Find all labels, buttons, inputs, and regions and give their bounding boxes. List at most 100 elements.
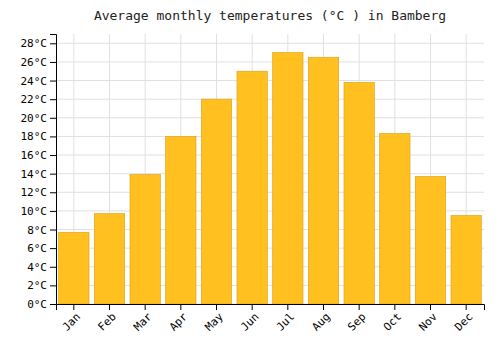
grid	[56, 34, 484, 304]
tick: 10°C	[21, 205, 57, 218]
tick: Mar	[131, 304, 155, 334]
y-axis: 0°C 2°C 4°C 6°C 8°C 10°C 12°C 14°C 16°C 18°C 20°C 2…	[21, 35, 57, 312]
chart: 0°C 2°C 4°C 6°C 8°C 10°C 12°C 14°C 16°C 18°C 20°C 2…	[0, 0, 500, 350]
tick-mark	[50, 192, 56, 193]
tick-label: 0°C	[27, 298, 47, 311]
tick-mark	[50, 43, 56, 44]
tick-label: 24°C	[21, 75, 48, 88]
tick-mark	[394, 304, 395, 310]
bar	[380, 134, 410, 304]
tick-label: Jan	[60, 310, 83, 333]
title: Average monthly temperatures (°C ) in Ba…	[94, 8, 446, 23]
bar	[94, 214, 124, 304]
tick-mark	[50, 248, 56, 249]
tick: 6°C	[27, 242, 56, 255]
bar	[130, 175, 160, 304]
tick: Apr	[167, 304, 191, 334]
tick-mark	[287, 304, 288, 310]
tick-mark	[50, 136, 56, 137]
tick-mark	[359, 304, 360, 310]
tick-mark	[50, 267, 56, 268]
bar	[344, 82, 374, 304]
axis-line	[50, 35, 57, 305]
tick: 26°C	[21, 56, 57, 69]
tick-label: Aug	[310, 310, 333, 333]
tick-label: 28°C	[21, 37, 48, 50]
tick-mark	[216, 304, 217, 310]
grid-line	[56, 117, 484, 118]
grid-line	[56, 43, 484, 44]
bar	[308, 57, 338, 304]
grid-line	[56, 61, 484, 62]
tick-label: Dec	[452, 310, 475, 333]
tick-mark	[50, 81, 56, 82]
bar	[451, 216, 481, 304]
grid-line	[56, 155, 484, 156]
tick-label: 10°C	[21, 205, 48, 218]
x-axis: Jan Feb Mar Apr May Jun Jul Aug Sep Oct Nov Dec	[57, 304, 485, 334]
tick: Jul	[274, 304, 297, 334]
tick-mark	[50, 155, 56, 156]
grid-line	[56, 173, 484, 174]
tick-label: Oct	[381, 310, 404, 333]
tick: 4°C	[27, 261, 56, 274]
plot: 0°C 2°C 4°C 6°C 8°C 10°C 12°C 14°C 16°C 18°C 20°C 2…	[21, 34, 485, 334]
grid-line	[56, 136, 484, 137]
tick-label: 4°C	[27, 261, 47, 274]
tick-label: 14°C	[21, 168, 48, 181]
tick: 14°C	[21, 168, 57, 181]
grid-line	[56, 80, 484, 81]
tick: Feb	[96, 304, 119, 334]
tick-label: Apr	[167, 310, 191, 334]
tick-label: 22°C	[21, 93, 48, 106]
tick: Jan	[60, 304, 83, 334]
tick: 18°C	[21, 130, 57, 143]
tick-mark	[145, 304, 146, 310]
tick: 20°C	[21, 112, 57, 125]
tick-label: Sep	[345, 310, 368, 333]
tick-label: Jun	[238, 310, 261, 333]
tick-mark	[466, 304, 467, 310]
tick-mark	[50, 304, 56, 305]
bar	[273, 53, 303, 304]
tick: Aug	[310, 304, 333, 334]
tick: Oct	[381, 304, 404, 334]
tick: May	[203, 304, 227, 334]
tick-mark	[109, 304, 110, 310]
bar	[59, 232, 89, 304]
bars	[59, 53, 482, 304]
tick-mark	[180, 304, 181, 310]
tick-label: Feb	[96, 310, 119, 333]
tick-mark	[50, 62, 56, 63]
tick: Dec	[452, 304, 475, 334]
tick-label: May	[203, 310, 227, 334]
tick: 22°C	[21, 93, 57, 106]
axis-line	[57, 305, 485, 311]
tick-label: 8°C	[27, 224, 47, 237]
bar	[201, 99, 231, 304]
tick: 16°C	[21, 149, 57, 162]
bar	[166, 136, 196, 304]
tick: Jun	[238, 304, 261, 334]
tick: Nov	[417, 304, 441, 334]
grid-line	[56, 99, 484, 100]
tick: 8°C	[27, 224, 56, 237]
tick-mark	[323, 304, 324, 310]
tick-mark	[50, 174, 56, 175]
tick-label: 20°C	[21, 112, 48, 125]
tick-label: 2°C	[27, 279, 47, 292]
tick-label: Mar	[131, 310, 155, 334]
tick: Sep	[345, 304, 368, 334]
tick-label: Nov	[417, 310, 441, 334]
tick-label: 16°C	[21, 149, 48, 162]
tick: 24°C	[21, 75, 57, 88]
tick: 2°C	[27, 279, 56, 292]
tick-label: 12°C	[21, 186, 48, 199]
tick: 28°C	[21, 37, 57, 50]
tick-mark	[50, 230, 56, 231]
tick-mark	[50, 285, 56, 286]
tick-label: 18°C	[21, 130, 48, 143]
bar	[415, 176, 445, 304]
tick: 12°C	[21, 186, 57, 199]
bar	[237, 71, 267, 304]
